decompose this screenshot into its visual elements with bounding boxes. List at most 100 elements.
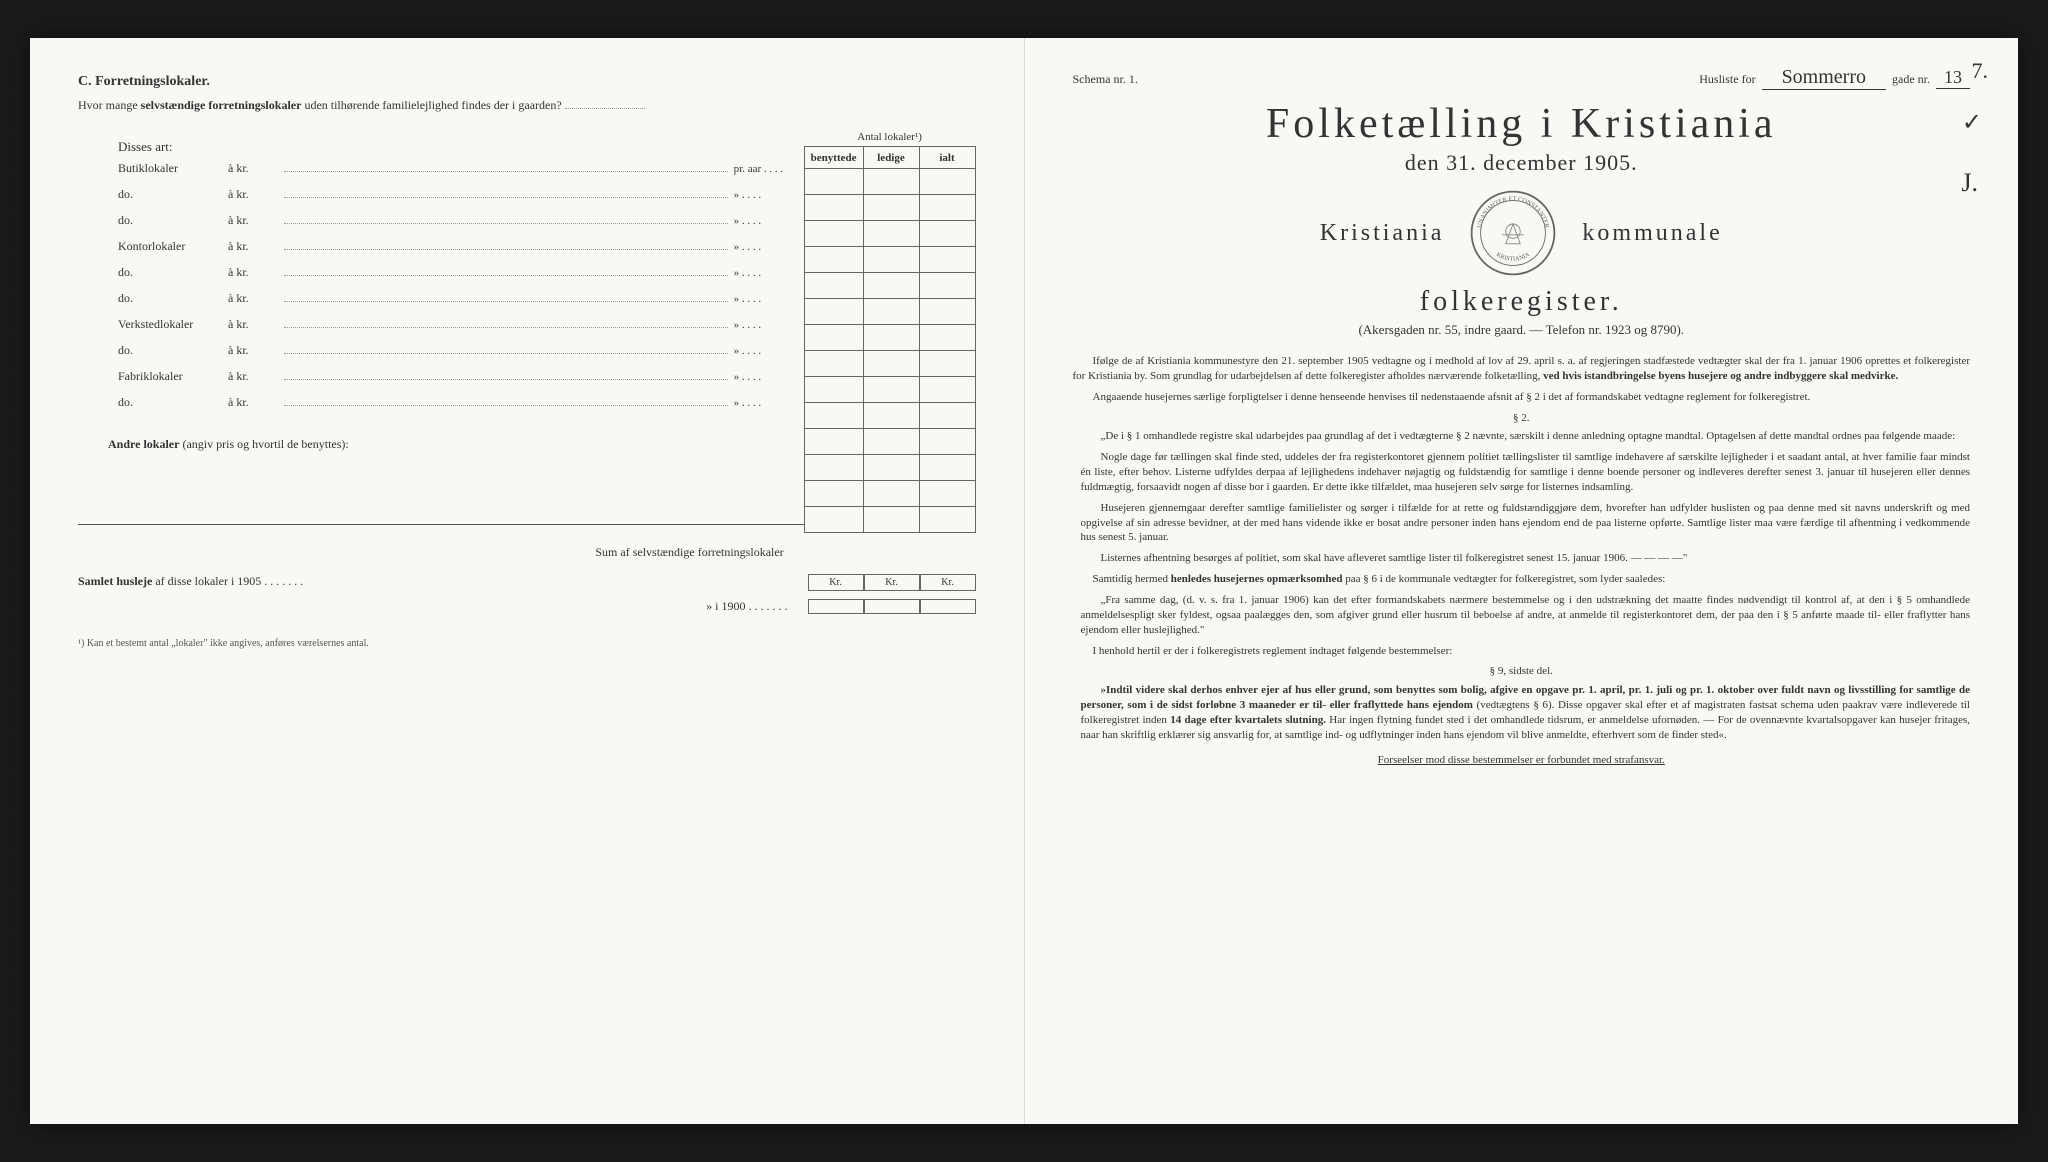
cell (919, 247, 975, 273)
cell (863, 403, 919, 429)
table-row (804, 351, 975, 377)
form-row: Verkstedlokaler à kr. » . . . . (118, 317, 804, 343)
para1: Ifølge de af Kristiania kommunestyre den… (1073, 354, 1971, 384)
cell (919, 351, 975, 377)
table-body (804, 169, 975, 533)
main-title: Folketælling i Kristiania (1073, 100, 1971, 148)
husleje-1900: » i 1900 . . . . . . . (78, 599, 976, 614)
municipal-seal-icon: UNANIMITER ET CONSTANTER KRISTIANIA (1468, 188, 1558, 278)
row-pr: pr. aar . . . . (734, 163, 804, 175)
cell (919, 325, 975, 351)
cell (863, 299, 919, 325)
form-row: Butiklokaler à kr. pr. aar . . . . (118, 161, 804, 187)
para2: Angaaende husejernes særlige forpligtels… (1073, 390, 1971, 405)
row-label: do. (118, 265, 228, 280)
husliste-for: Husliste for Sommerro gade nr. 13 (1699, 66, 1970, 90)
disses-art: Disses art: (118, 139, 804, 155)
row-kr: à kr. (228, 395, 278, 410)
cell (863, 351, 919, 377)
footnote: ¹) Kan et bestemt antal „lokaler" ikke a… (78, 638, 976, 649)
body-text: Ifølge de af Kristiania kommunestyre den… (1073, 354, 1971, 767)
row-label: do. (118, 291, 228, 306)
cell (804, 221, 863, 247)
form-row: Kontorlokaler à kr. » . . . . (118, 239, 804, 265)
row-kr: à kr. (228, 317, 278, 332)
cell (919, 403, 975, 429)
row-label: do. (118, 395, 228, 410)
form-row: do. à kr. » . . . . (118, 343, 804, 369)
cell (863, 195, 919, 221)
cell (863, 273, 919, 299)
kr-cell: Kr. (864, 574, 920, 591)
table-row (804, 403, 975, 429)
row-kr: à kr. (228, 161, 278, 176)
table-row (804, 273, 975, 299)
divider (78, 524, 804, 525)
kr-cell: Kr. (920, 574, 976, 591)
para6: Listernes afhentning besørges af politie… (1073, 551, 1971, 566)
row-dots (284, 370, 728, 380)
col-ledige: ledige (863, 147, 919, 169)
cell (863, 429, 919, 455)
corner-checkmark: ✓ (1962, 108, 1982, 137)
table-row (804, 169, 975, 195)
answer-blank (565, 108, 645, 109)
row-label: Fabriklokaler (118, 369, 228, 384)
cell (804, 403, 863, 429)
cell (863, 455, 919, 481)
svg-text:KRISTIANIA: KRISTIANIA (1495, 251, 1531, 263)
table-row (804, 481, 975, 507)
row-pr: » . . . . (734, 267, 804, 279)
top-line: Schema nr. 1. Husliste for Sommerro gade… (1073, 66, 1971, 90)
cell (804, 325, 863, 351)
question-line: Hvor mange selvstændige forretningslokal… (78, 98, 976, 113)
row-kr: à kr. (228, 239, 278, 254)
row-dots (284, 396, 728, 406)
subtitle: den 31. december 1905. (1073, 150, 1971, 176)
andre-lokaler-line: Andre lokaler (angiv pris og hvortil de … (108, 437, 804, 452)
para5: Husejeren gjennemgaar derefter samtlige … (1073, 501, 1971, 546)
corner-initial: J. (1961, 168, 1978, 198)
row-kr: à kr. (228, 265, 278, 280)
table-caption: Antal lokaler¹) (804, 131, 976, 146)
folkeregister-heading: folkeregister. (1073, 286, 1971, 318)
gade-nr-handwritten: 13 (1936, 67, 1970, 89)
col-ialt: ialt (919, 147, 975, 169)
seal-row: Kristiania UNANIMITER ET CONSTANTER KRIS… (1073, 188, 1971, 278)
table-row (804, 455, 975, 481)
cell (919, 429, 975, 455)
cell (804, 507, 863, 533)
para10: »Indtil videre skal derhos enhver ejer a… (1073, 683, 1971, 742)
sum-line: Sum af selvstændige forretningslokaler (78, 545, 804, 560)
row-pr: » . . . . (734, 397, 804, 409)
para4: Nogle dage før tællingen skal finde sted… (1073, 450, 1971, 495)
kr-cell: Kr. (808, 574, 864, 591)
cell (804, 481, 863, 507)
row-dots (284, 344, 728, 354)
row-label: do. (118, 343, 228, 358)
row-label: do. (118, 187, 228, 202)
cell (919, 377, 975, 403)
row-kr: à kr. (228, 291, 278, 306)
kommunale-word: kommunale (1582, 220, 1722, 247)
cell (863, 507, 919, 533)
row-label: do. (118, 213, 228, 228)
street-name-handwritten: Sommerro (1762, 66, 1886, 90)
cell (863, 325, 919, 351)
row-label: Kontorlokaler (118, 239, 228, 254)
cell (804, 299, 863, 325)
cell (804, 377, 863, 403)
cell (804, 247, 863, 273)
cell (919, 195, 975, 221)
section-c-heading: C. Forretningslokaler. (78, 74, 976, 90)
para9: I henhold hertil er der i folkeregistret… (1073, 644, 1971, 659)
cell (863, 377, 919, 403)
form-row: do. à kr. » . . . . (118, 213, 804, 239)
cell (919, 455, 975, 481)
row-label: Verkstedlokaler (118, 317, 228, 332)
cell (919, 169, 975, 195)
kr-cell (920, 599, 976, 614)
cell (919, 507, 975, 533)
cell (804, 455, 863, 481)
cell (804, 429, 863, 455)
